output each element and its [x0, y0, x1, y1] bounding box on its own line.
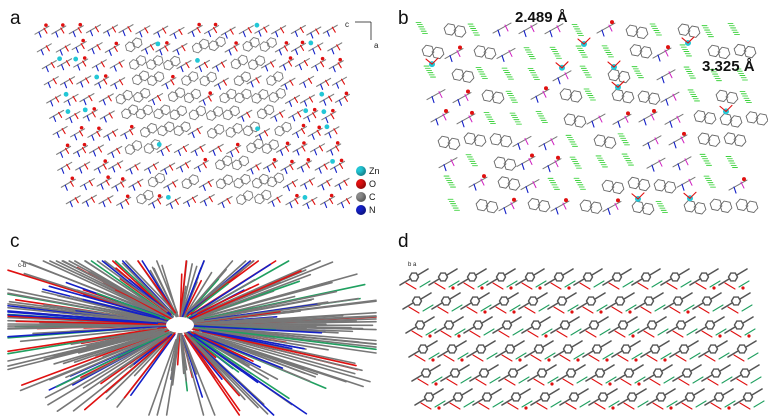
legend-label: Zn: [369, 165, 380, 176]
legend-swatch: [356, 191, 366, 202]
legend-label: C: [369, 191, 376, 202]
element-legend: Zn O C N: [356, 164, 380, 216]
panel-label-d: d: [398, 231, 409, 252]
axis-label-a: a: [374, 41, 379, 50]
crystal-packing-b: [415, 20, 768, 216]
legend-swatch: [356, 178, 366, 189]
distance-label-1: 2.489 Å: [515, 9, 568, 26]
panel-label-b: b: [398, 8, 409, 29]
legend-item-zn: Zn: [356, 164, 380, 177]
axis-label-c: c: [345, 20, 349, 29]
legend-swatch: [356, 165, 366, 176]
panel-b: b 2.489 Å 3.325 Å: [384, 0, 768, 225]
legend-item-o: O: [356, 177, 380, 190]
legend-label: N: [369, 204, 376, 215]
distance-label-2: 3.325 Å: [702, 58, 755, 75]
legend-label: O: [369, 178, 377, 189]
axis-label-d-panel: b a: [408, 262, 417, 268]
crystal-packing-c: [7, 260, 377, 416]
panel-label-c: c: [10, 231, 20, 252]
panel-c: c c-b: [0, 225, 384, 420]
panel-label-a: a: [10, 8, 21, 29]
legend-item-n: N: [356, 203, 380, 216]
legend-item-c: C: [356, 190, 380, 203]
panel-d: d b a: [384, 225, 768, 420]
crystal-packing-d: [399, 268, 765, 410]
legend-swatch: [356, 204, 366, 215]
panel-a: a c a Zn O C N: [0, 0, 384, 225]
axis-label-c-panel: c-b: [18, 263, 27, 269]
crystal-packing-a: [34, 22, 353, 209]
